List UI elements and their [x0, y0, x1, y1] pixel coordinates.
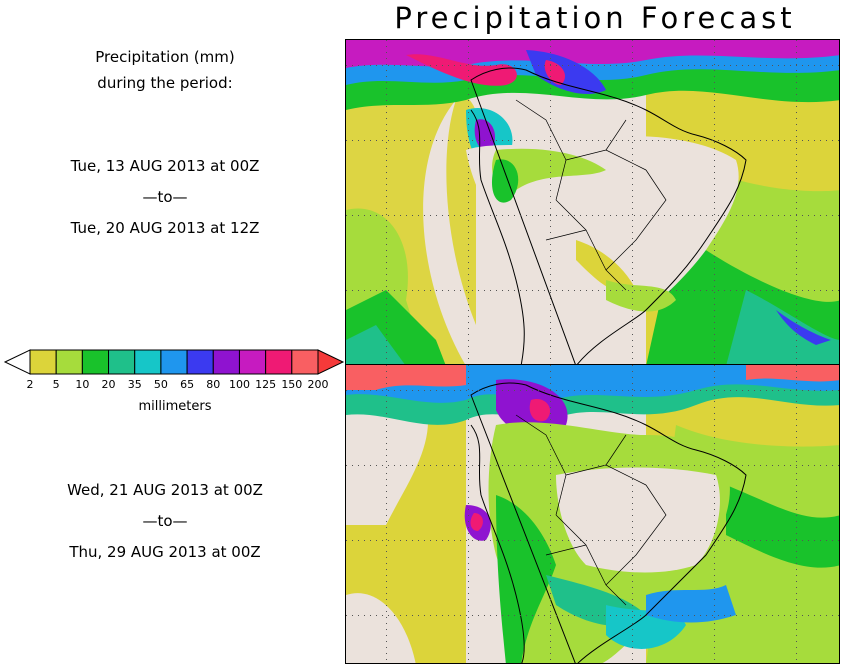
map-panel-period-1 [345, 39, 840, 365]
colorbar-cell [186, 349, 214, 375]
colorbar-tick-label: 150 [281, 378, 303, 391]
period-1-sep: —to— [142, 188, 188, 206]
period-2-label: Wed, 21 AUG 2013 at 00Z —to— Thu, 29 AUG… [0, 475, 330, 568]
period-2-end: Thu, 29 AUG 2013 at 00Z [69, 543, 261, 561]
period-2-sep: —to— [142, 512, 188, 530]
colorbar-cell [291, 349, 319, 375]
colorbar-tick-label: 200 [307, 378, 329, 391]
colorbar-cell [29, 349, 57, 375]
colorbar-tick-label: 20 [101, 378, 116, 391]
colorbar-tick-label: 125 [255, 378, 277, 391]
colorbar-tick-label: 2 [26, 378, 34, 391]
colorbar-tick-label: 50 [153, 378, 168, 391]
colorbar-tick-label: 100 [228, 378, 250, 391]
colorbar-tick-label: 10 [75, 378, 90, 391]
colorbar-cell [160, 349, 188, 375]
colorbar-units: millimeters [138, 399, 212, 414]
period-1-label: Tue, 13 AUG 2013 at 00Z —to— Tue, 20 AUG… [0, 151, 330, 244]
precip-map-2 [346, 365, 839, 663]
colorbar-high-arrow [317, 349, 345, 375]
period-1-start: Tue, 13 AUG 2013 at 00Z [70, 157, 260, 175]
colorbar-tick-label: 80 [206, 378, 221, 391]
colorbar-tick-label: 5 [52, 378, 60, 391]
precip-map-1 [346, 40, 839, 364]
legend-header: Precipitation (mm) during the period: [0, 44, 330, 96]
colorbar-cell [265, 349, 293, 375]
map-panel-period-2 [345, 364, 840, 664]
legend-header-line2: during the period: [97, 74, 233, 92]
colorbar-cell [212, 349, 240, 375]
colorbar-tick-label: 35 [127, 378, 142, 391]
period-1-end: Tue, 20 AUG 2013 at 12Z [70, 219, 260, 237]
colorbar-cell [55, 349, 83, 375]
color-legend [0, 340, 345, 420]
colorbar [3, 349, 345, 375]
colorbar-tick-labels: 2 5 10 20 35 50 65 80 100 125 150 200 [0, 378, 345, 392]
colorbar-cell [81, 349, 110, 375]
colorbar-cell [238, 349, 267, 375]
colorbar-cell [108, 349, 136, 375]
colorbar-cell [134, 349, 162, 375]
colorbar-low-arrow [3, 349, 31, 375]
colorbar-tick-label: 65 [180, 378, 195, 391]
legend-header-line1: Precipitation (mm) [95, 48, 235, 66]
forecast-title: Precipitation Forecast [394, 1, 796, 35]
period-2-start: Wed, 21 AUG 2013 at 00Z [67, 481, 263, 499]
